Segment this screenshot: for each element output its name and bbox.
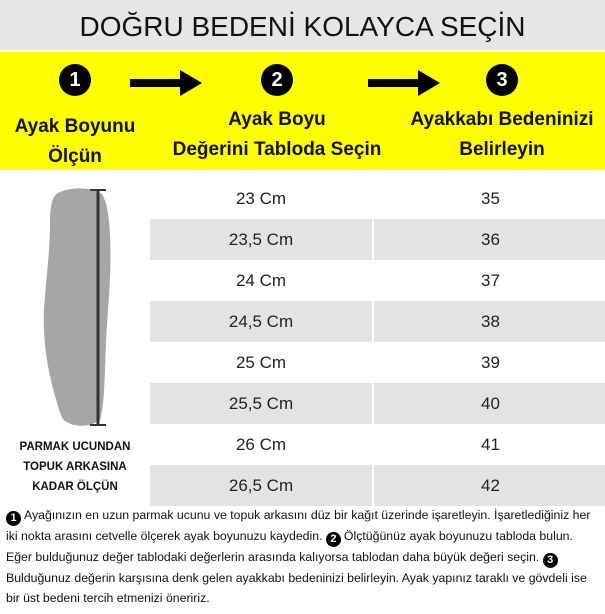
step-number: 2 [261,64,293,96]
foot-area [0,170,150,500]
arrows [130,70,440,96]
instruction-number: 3 [542,553,558,568]
table-row: 25 Cm 39 [150,342,605,383]
title: DOĞRU BEDENİ KOLAYCA SEÇİN [0,0,605,50]
foot-illustration [43,188,111,426]
table-row: 26,5 Cm 42 [150,465,605,506]
size-cell: 41 [372,424,605,465]
instruction-number: 1 [6,511,21,526]
instructions: 1 Ayağınızın en uzun parmak ucunu ve topu… [6,505,602,608]
length-cell: 26 Cm [235,435,287,454]
step-text: Ayakkabı Bedeninizi Belirleyin [382,105,605,165]
foot-caption: PARMAK UCUNDAN TOPUK ARKASINA KADAR ÖLÇÜN [0,437,150,497]
step-line: Ayak Boyu [228,109,326,130]
size-cell: 40 [372,383,605,424]
step-number: 1 [59,64,91,96]
size-cell: 35 [372,178,605,219]
step-line: Ayak Boyunu [14,116,136,137]
table-row: 26 Cm 41 [150,424,605,465]
table-row: 25,5 Cm 40 [150,383,605,424]
step-line: Belirleyin [459,139,545,160]
caption-line: TOPUK ARKASINA [23,461,127,473]
instruction-text: Bulduğunuz değerin karşısına denk gelen … [6,571,587,605]
table-row: 24 Cm 37 [150,260,605,301]
length-cell: 24 Cm [235,271,287,290]
size-cell: 36 [372,219,605,260]
length-cell: 23 Cm [235,189,287,208]
instruction-text: Ayağınızın en uzun parmak ucunu ve topuk… [6,508,591,543]
table-row: 24,5 Cm 38 [150,301,605,342]
caption-line: PARMAK UCUNDAN [19,441,131,453]
step-text: Ayak Boyunu Ölçün [0,112,195,172]
size-cell: 42 [372,465,605,506]
step-line: Değerini Tabloda Seçin [172,139,382,160]
table-row: 23,5 Cm 36 [150,219,605,260]
size-cell: 37 [372,260,605,301]
step-number: 3 [486,64,518,96]
table-row: 23 Cm 35 [150,178,605,219]
length-cell: 24,5 Cm [228,312,294,331]
instruction-number: 2 [325,532,341,547]
length-cell: 25,5 Cm [228,394,294,413]
size-cell: 38 [372,301,605,342]
length-cell: 23,5 Cm [228,230,294,249]
step-line: Ayakkabı Bedeninizi [410,109,594,130]
caption-line: KADAR ÖLÇÜN [32,481,118,493]
instruction-text: Ölçtüğünüz ayak boyunuzu tabloda bulun. … [6,529,573,564]
size-cell: 39 [372,342,605,383]
length-cell: 26,5 Cm [228,476,294,495]
step-line: Ölçün [48,146,102,167]
length-cell: 25 Cm [235,353,287,372]
step-text: Ayak Boyu Değerini Tabloda Seçin [157,105,397,165]
